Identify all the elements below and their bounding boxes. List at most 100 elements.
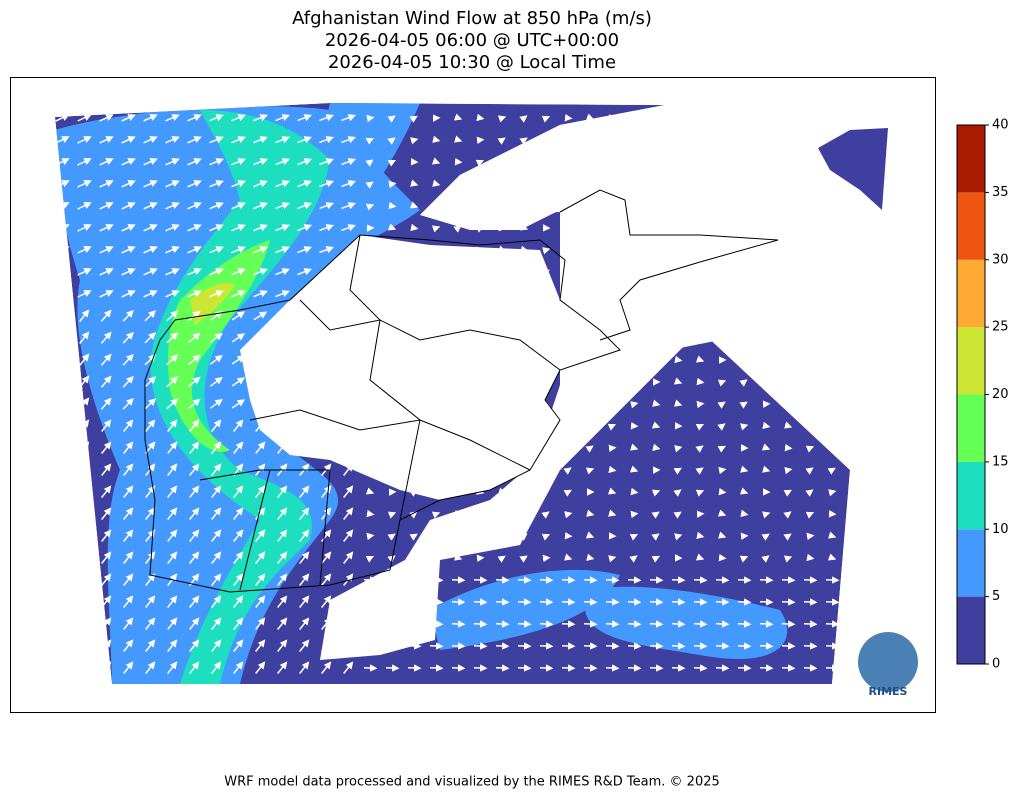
- wind-arrow: [564, 553, 573, 561]
- wind-arrow: [409, 533, 418, 541]
- wind-arrow: [539, 620, 554, 628]
- wind-arrow: [211, 507, 222, 520]
- wind-arrow: [453, 553, 463, 561]
- wind-arrow: [805, 445, 815, 453]
- wind-arrow: [718, 487, 727, 496]
- wind-arrow: [608, 465, 617, 474]
- wind-arrow: [385, 664, 400, 672]
- wind-arrow: [693, 576, 708, 584]
- wind-arrow: [476, 554, 485, 563]
- wind-arrow: [781, 642, 796, 650]
- wind-arrow: [740, 532, 749, 540]
- wind-arrow: [695, 467, 704, 475]
- wind-arrow: [55, 136, 70, 144]
- wind-arrow: [651, 533, 660, 541]
- wind-arrow: [99, 246, 114, 254]
- wind-arrow: [321, 529, 332, 542]
- wind-arrow: [561, 620, 576, 628]
- wind-arrow: [253, 136, 268, 144]
- wind-arrow: [737, 620, 752, 628]
- wind-arrow: [187, 246, 202, 254]
- wind-arrow: [627, 664, 642, 672]
- wind-arrow: [583, 576, 598, 584]
- wind-arrow: [454, 157, 463, 166]
- wind-arrow: [365, 555, 375, 563]
- wind-arrow: [695, 445, 704, 453]
- wind-arrow: [233, 617, 244, 630]
- wind-arrow: [740, 465, 749, 473]
- wind-arrow: [319, 224, 334, 232]
- wind-arrow: [343, 551, 354, 564]
- wind-arrow: [693, 620, 708, 628]
- colorbar-cell: [957, 461, 985, 530]
- wind-arrow: [695, 355, 705, 363]
- wind-arrow: [761, 443, 771, 451]
- wind-arrow: [825, 576, 840, 584]
- wind-arrow: [99, 224, 114, 232]
- wind-arrow: [275, 246, 290, 254]
- wind-arrow: [275, 224, 290, 232]
- wind-arrow: [165, 114, 180, 122]
- wind-arrow: [693, 642, 708, 650]
- wind-arrow: [453, 135, 463, 143]
- wind-arrow: [783, 489, 792, 497]
- wind-arrow: [299, 661, 310, 674]
- wind-arrow: [275, 158, 290, 166]
- wind-arrow: [473, 576, 488, 584]
- wind-arrow: [122, 331, 134, 344]
- wind-arrow: [561, 576, 576, 584]
- wind-arrow: [737, 664, 752, 672]
- wind-arrow: [517, 642, 532, 650]
- wind-arrow: [431, 511, 441, 519]
- wind-arrow: [495, 576, 510, 584]
- wind-arrow: [233, 507, 244, 520]
- wind-arrow: [341, 202, 356, 210]
- wind-arrow: [387, 223, 397, 231]
- wind-arrow: [233, 595, 244, 608]
- wind-arrow: [189, 419, 200, 432]
- wind-arrow: [517, 664, 532, 672]
- wind-arrow: [253, 311, 268, 321]
- wind-arrow: [341, 136, 356, 144]
- wind-arrow: [255, 661, 266, 674]
- wind-arrow: [341, 224, 356, 232]
- wind-arrow: [539, 598, 554, 606]
- wind-arrow: [365, 137, 375, 145]
- colorbar-cell: [957, 259, 985, 328]
- wind-arrow: [715, 576, 730, 584]
- wind-arrow: [759, 598, 774, 606]
- wind-arrow: [627, 642, 642, 650]
- wind-arrow: [145, 507, 156, 520]
- borders: [144, 189, 779, 593]
- wind-arrow: [231, 268, 246, 276]
- wind-arrow: [319, 158, 334, 166]
- wind-arrow: [209, 332, 223, 343]
- wind-arrow: [649, 576, 664, 584]
- wind-arrow: [630, 487, 639, 496]
- wind-arrow: [321, 595, 332, 608]
- wind-arrow: [365, 203, 375, 211]
- wind-arrow: [165, 246, 180, 254]
- wind-arrow: [122, 375, 134, 388]
- colorbar-cell: [957, 192, 985, 260]
- wind-arrow: [759, 620, 774, 628]
- wind-field-patch: [818, 128, 888, 210]
- wind-arrow: [473, 664, 488, 672]
- wind-arrow: [387, 533, 396, 541]
- wind-arrow: [77, 290, 92, 298]
- wind-arrow: [211, 573, 222, 586]
- wind-arrow: [79, 331, 90, 344]
- wind-arrow: [231, 399, 246, 409]
- wind-arrow: [121, 246, 136, 254]
- wind-arrow: [99, 268, 114, 276]
- wind-arrow: [409, 511, 418, 519]
- wind-arrow: [388, 201, 397, 210]
- wind-arrow: [473, 642, 488, 650]
- wind-arrow: [429, 664, 444, 672]
- wind-arrow: [77, 202, 92, 210]
- wind-arrow: [211, 661, 222, 674]
- wind-arrow: [79, 309, 90, 322]
- wind-arrow: [605, 620, 620, 628]
- wind-arrow: [407, 664, 422, 672]
